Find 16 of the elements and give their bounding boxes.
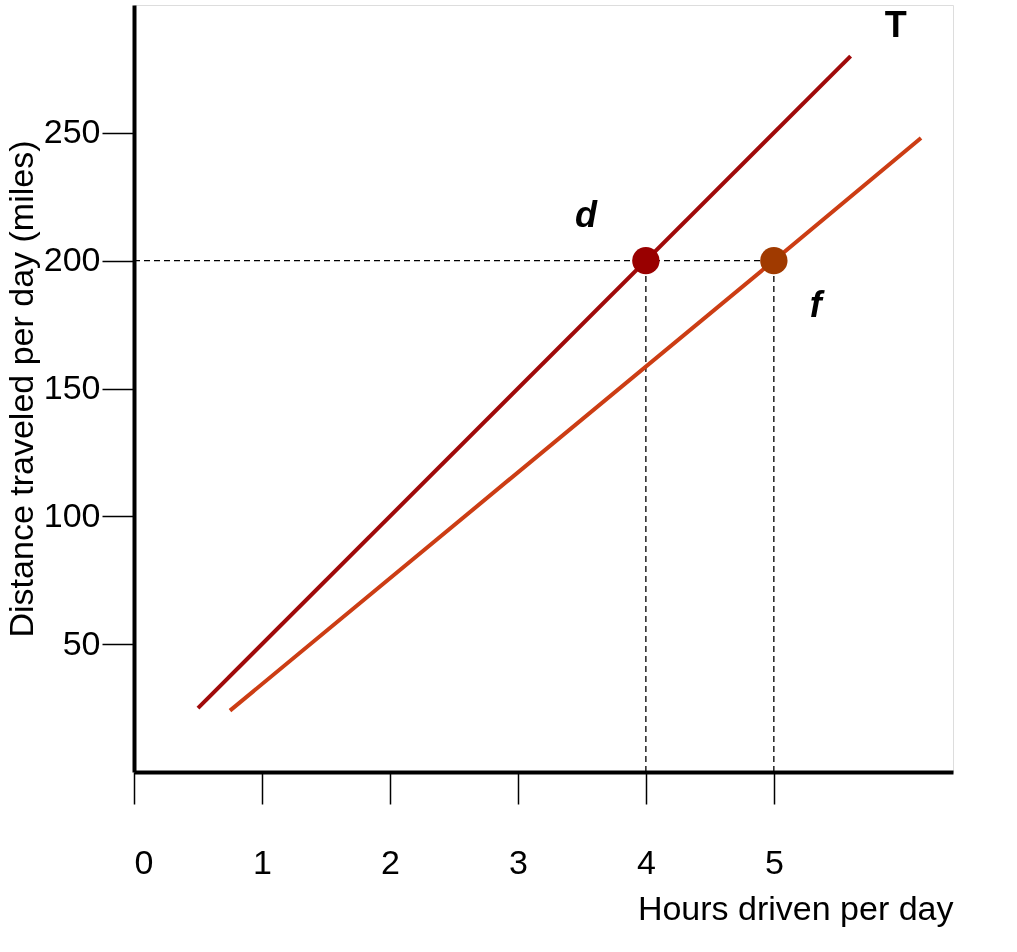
x-tick-label: 1	[253, 842, 272, 881]
y-tick-label: 200	[43, 240, 101, 279]
x-tick-label: 5	[764, 842, 784, 881]
y-tick-label: 100	[43, 495, 101, 534]
series-label: T	[884, 4, 907, 46]
x-tick-label: 4	[636, 842, 656, 881]
annotation: f	[809, 283, 825, 325]
x-tick-label: 0	[134, 842, 154, 881]
y-tick-label: 150	[43, 368, 101, 406]
y-tick-label: 250	[43, 112, 101, 151]
x-tick-label: 3	[508, 842, 528, 881]
x-tick-label: 2	[380, 842, 400, 881]
annotation: d	[574, 193, 598, 235]
y-tick-label: 50	[62, 623, 101, 662]
x-axis-title: Hours driven per day	[637, 888, 954, 927]
y-axis-title: Distance traveled per day (miles)	[1, 140, 40, 638]
